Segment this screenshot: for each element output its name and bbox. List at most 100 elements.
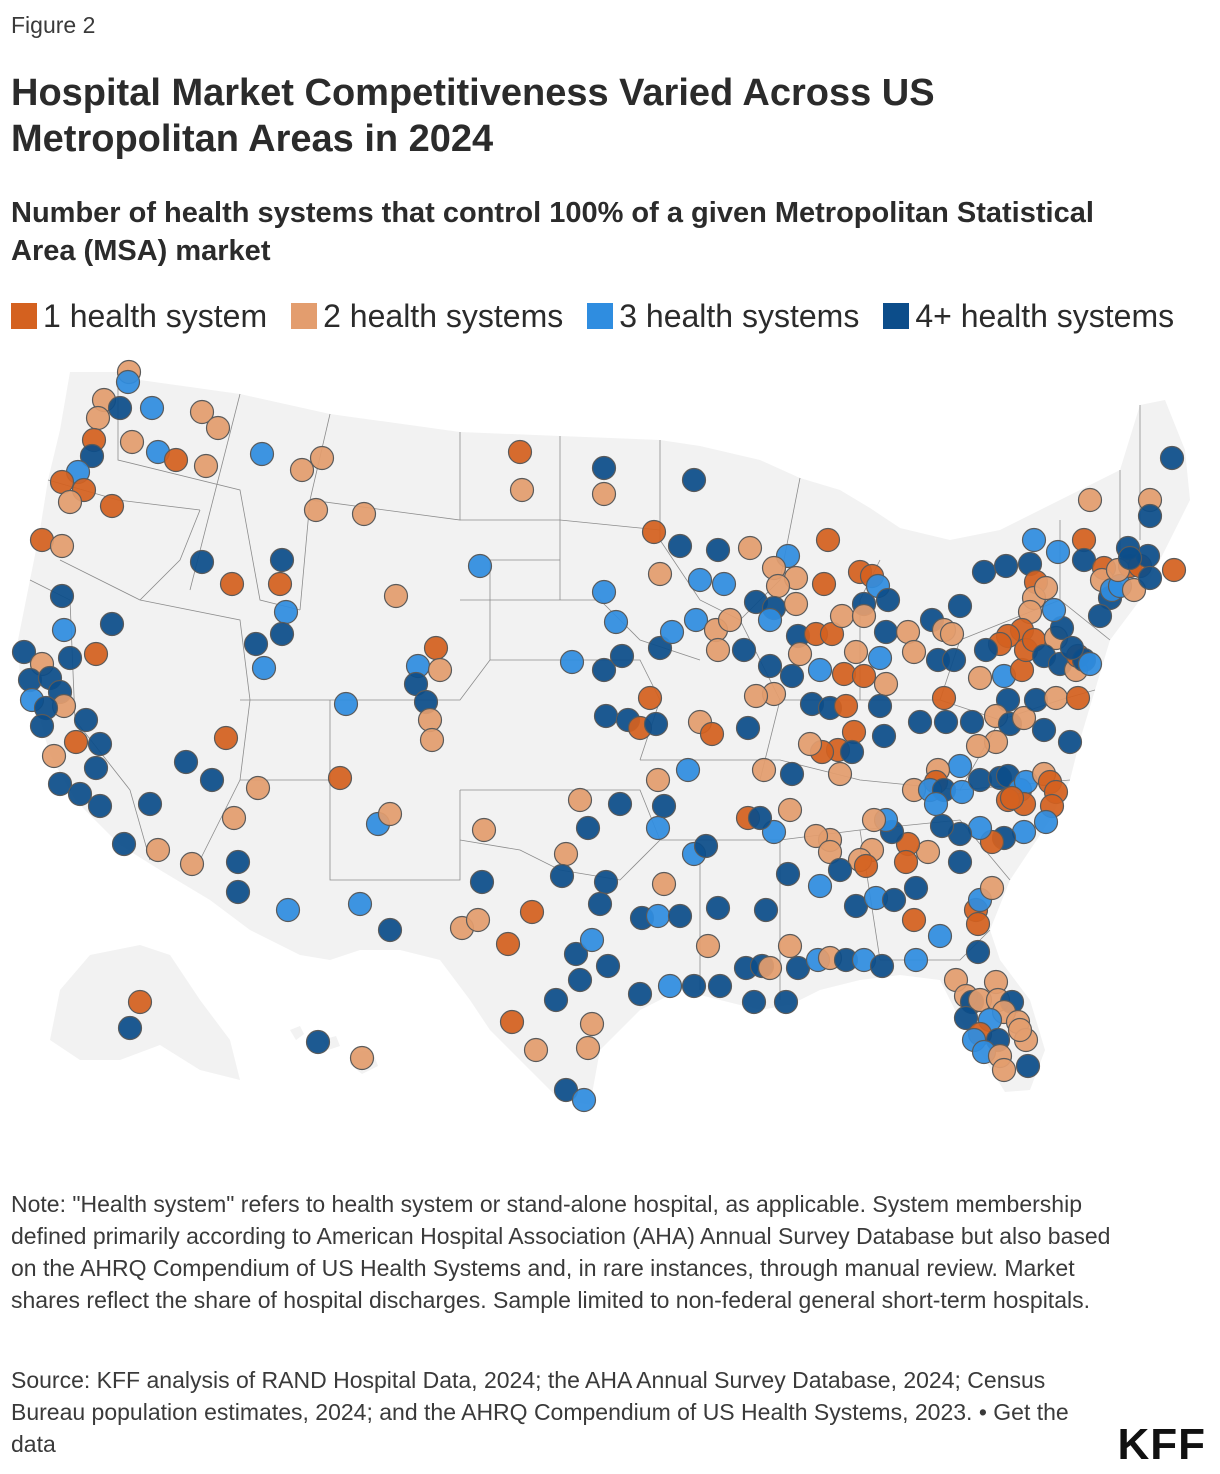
msa-marker-4plus-systems[interactable] [867, 693, 893, 719]
msa-marker-1-system[interactable] [1065, 685, 1091, 711]
msa-marker-2-systems[interactable] [777, 933, 803, 959]
msa-marker-3-systems[interactable] [139, 395, 165, 421]
msa-marker-1-system[interactable] [29, 527, 55, 553]
msa-marker-1-system[interactable] [519, 899, 545, 925]
msa-marker-3-systems[interactable] [807, 657, 833, 683]
msa-marker-4plus-systems[interactable] [705, 895, 731, 921]
msa-marker-1-system[interactable] [641, 519, 667, 545]
msa-marker-1-system[interactable] [63, 729, 89, 755]
msa-marker-2-systems[interactable] [567, 787, 593, 813]
msa-marker-2-systems[interactable] [591, 481, 617, 507]
msa-marker-3-systems[interactable] [657, 973, 683, 999]
msa-marker-4plus-systems[interactable] [107, 395, 133, 421]
msa-marker-3-systems[interactable] [683, 607, 709, 633]
msa-marker-2-systems[interactable] [471, 817, 497, 843]
msa-marker-2-systems[interactable] [119, 429, 145, 455]
msa-marker-3-systems[interactable] [559, 649, 585, 675]
msa-marker-2-systems[interactable] [873, 671, 899, 697]
msa-marker-4plus-systems[interactable] [971, 559, 997, 585]
msa-marker-2-systems[interactable] [1011, 705, 1037, 731]
msa-marker-4plus-systems[interactable] [575, 815, 601, 841]
msa-marker-4plus-systems[interactable] [99, 611, 125, 637]
msa-marker-2-systems[interactable] [383, 583, 409, 609]
msa-marker-2-systems[interactable] [523, 1037, 549, 1063]
msa-marker-3-systems[interactable] [903, 947, 929, 973]
msa-marker-2-systems[interactable] [965, 733, 991, 759]
msa-marker-3-systems[interactable] [1011, 819, 1037, 845]
msa-marker-2-systems[interactable] [1007, 1017, 1033, 1043]
msa-marker-4plus-systems[interactable] [17, 667, 43, 693]
msa-marker-4plus-systems[interactable] [567, 967, 593, 993]
msa-marker-2-systems[interactable] [695, 933, 721, 959]
msa-marker-4plus-systems[interactable] [947, 849, 973, 875]
msa-marker-2-systems[interactable] [967, 665, 993, 691]
msa-marker-2-systems[interactable] [221, 805, 247, 831]
msa-marker-4plus-systems[interactable] [57, 645, 83, 671]
msa-marker-4plus-systems[interactable] [667, 903, 693, 929]
msa-marker-2-systems[interactable] [145, 837, 171, 863]
msa-marker-3-systems[interactable] [1045, 539, 1071, 565]
get-data-link[interactable]: Get the data [11, 1399, 1069, 1457]
msa-marker-2-systems[interactable] [827, 761, 853, 787]
msa-marker-4plus-systems[interactable] [731, 637, 757, 663]
msa-marker-2-systems[interactable] [417, 707, 443, 733]
msa-marker-4plus-systems[interactable] [681, 467, 707, 493]
msa-marker-4plus-systems[interactable] [627, 981, 653, 1007]
msa-marker-4plus-systems[interactable] [875, 587, 901, 613]
msa-marker-4plus-systems[interactable] [779, 663, 805, 689]
msa-marker-3-systems[interactable] [333, 691, 359, 717]
msa-marker-3-systems[interactable] [1041, 597, 1067, 623]
msa-marker-4plus-systems[interactable] [903, 875, 929, 901]
msa-marker-4plus-systems[interactable] [189, 549, 215, 575]
msa-marker-4plus-systems[interactable] [543, 987, 569, 1013]
msa-marker-1-system[interactable] [423, 635, 449, 661]
msa-marker-4plus-systems[interactable] [993, 553, 1019, 579]
msa-marker-4plus-systems[interactable] [87, 793, 113, 819]
msa-marker-2-systems[interactable] [289, 457, 315, 483]
msa-marker-4plus-systems[interactable] [753, 897, 779, 923]
msa-marker-3-systems[interactable] [675, 757, 701, 783]
msa-marker-2-systems[interactable] [901, 639, 927, 665]
msa-marker-2-systems[interactable] [245, 775, 271, 801]
msa-marker-2-systems[interactable] [861, 807, 887, 833]
msa-marker-4plus-systems[interactable] [47, 771, 73, 797]
msa-marker-2-systems[interactable] [179, 851, 205, 877]
msa-marker-4plus-systems[interactable] [269, 621, 295, 647]
msa-marker-1-system[interactable] [965, 911, 991, 937]
msa-marker-3-systems[interactable] [249, 441, 275, 467]
msa-marker-1-system[interactable] [127, 989, 153, 1015]
msa-marker-2-systems[interactable] [751, 757, 777, 783]
msa-marker-4plus-systems[interactable] [83, 755, 109, 781]
msa-marker-3-systems[interactable] [1033, 809, 1059, 835]
msa-marker-2-systems[interactable] [575, 1035, 601, 1061]
msa-marker-4plus-systems[interactable] [591, 657, 617, 683]
msa-marker-4plus-systems[interactable] [953, 1005, 979, 1031]
msa-marker-2-systems[interactable] [193, 453, 219, 479]
msa-marker-4plus-systems[interactable] [67, 781, 93, 807]
msa-marker-1-system[interactable] [901, 907, 927, 933]
msa-marker-2-systems[interactable] [303, 497, 329, 523]
msa-marker-2-systems[interactable] [205, 415, 231, 441]
msa-marker-1-system[interactable] [815, 527, 841, 553]
msa-marker-3-systems[interactable] [927, 923, 953, 949]
msa-marker-3-systems[interactable] [645, 815, 671, 841]
msa-marker-4plus-systems[interactable] [11, 639, 37, 665]
legend-item-3[interactable]: 3 health systems [587, 298, 859, 335]
msa-marker-4plus-systems[interactable] [941, 647, 967, 673]
msa-marker-3-systems[interactable] [273, 599, 299, 625]
msa-marker-2-systems[interactable] [377, 801, 403, 827]
msa-marker-4plus-systems[interactable] [667, 533, 693, 559]
msa-marker-4plus-systems[interactable] [651, 793, 677, 819]
msa-marker-4plus-systems[interactable] [693, 833, 719, 859]
msa-marker-4plus-systems[interactable] [29, 713, 55, 739]
msa-marker-2-systems[interactable] [645, 767, 671, 793]
msa-marker-4plus-systems[interactable] [967, 767, 993, 793]
msa-marker-2-systems[interactable] [1043, 685, 1069, 711]
msa-marker-2-systems[interactable] [465, 907, 491, 933]
msa-marker-4plus-systems[interactable] [827, 857, 853, 883]
msa-marker-2-systems[interactable] [797, 731, 823, 757]
msa-marker-1-system[interactable] [637, 685, 663, 711]
msa-marker-3-systems[interactable] [591, 579, 617, 605]
msa-marker-3-systems[interactable] [115, 369, 141, 395]
msa-marker-4plus-systems[interactable] [199, 767, 225, 793]
